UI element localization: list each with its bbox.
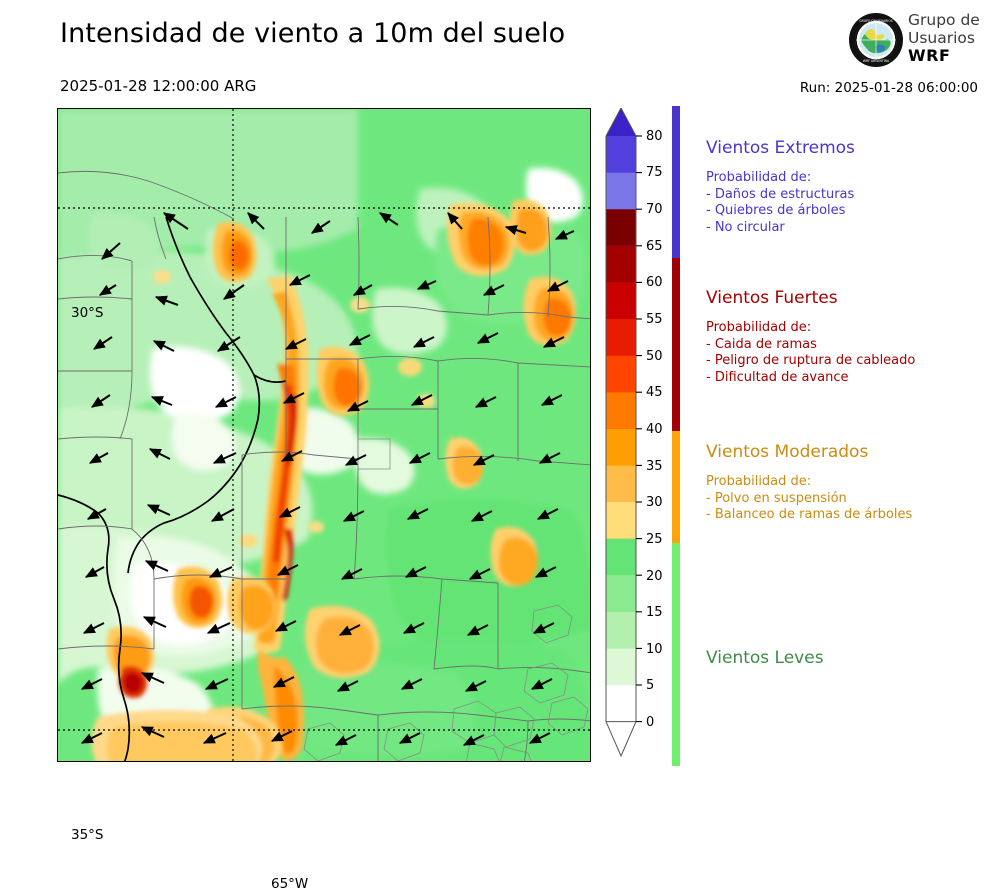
logo: GRUPO DE USUARIOS WRF ARGENTINA Grupo de… bbox=[848, 10, 993, 72]
legend-subtitle-moderados: Probabilidad de: bbox=[706, 474, 912, 491]
legend-bar-fuertes bbox=[672, 258, 680, 431]
wind-speed-heatmap bbox=[58, 109, 591, 762]
colorbar-tick-45: 45 bbox=[646, 385, 663, 400]
lat-label-30s: 30°S bbox=[71, 305, 104, 321]
colorbar-tick-25: 25 bbox=[646, 532, 663, 547]
page-title: Intensidad de viento a 10m del suelo bbox=[60, 18, 565, 49]
colorbar-tick-40: 40 bbox=[646, 422, 663, 437]
lat-label-35s: 35°S bbox=[71, 827, 104, 843]
svg-text:WRF ARGENTINA: WRF ARGENTINA bbox=[863, 59, 890, 63]
legend-item-extremos-2: - Quiebres de árboles bbox=[706, 203, 855, 220]
valid-time-label: 2025-01-28 12:00:00 ARG bbox=[60, 77, 256, 95]
legend-title-fuertes: Vientos Fuertes bbox=[706, 288, 915, 308]
colorbar-tick-80: 80 bbox=[646, 129, 663, 144]
legend-group-leves: Vientos Leves bbox=[706, 648, 824, 668]
model-run-label: Run: 2025-01-28 06:00:00 bbox=[800, 80, 978, 96]
severity-legend: Vientos Extremos Probabilidad de: - Daño… bbox=[672, 106, 992, 766]
legend-item-moderados-2: - Balanceo de ramas de árboles bbox=[706, 507, 912, 524]
legend-subtitle-fuertes: Probabilidad de: bbox=[706, 320, 915, 337]
legend-item-fuertes-3: - Dificultad de avance bbox=[706, 370, 915, 387]
legend-title-leves: Vientos Leves bbox=[706, 648, 824, 668]
legend-bar-extremos bbox=[672, 106, 680, 258]
colorbar-tick-55: 55 bbox=[646, 312, 663, 327]
colorbar-tick-65: 65 bbox=[646, 239, 663, 254]
legend-item-fuertes-2: - Peligro de ruptura de cableado bbox=[706, 353, 915, 370]
colorbar-tick-30: 30 bbox=[646, 495, 663, 510]
legend-item-fuertes-1: - Caida de ramas bbox=[706, 337, 915, 354]
legend-item-extremos-1: - Daños de estructuras bbox=[706, 187, 855, 204]
legend-group-extremos: Vientos Extremos Probabilidad de: - Daño… bbox=[706, 138, 855, 236]
legend-bar-leves bbox=[672, 543, 680, 766]
logo-line-1: Grupo de bbox=[908, 11, 980, 29]
colorbar-tick-60: 60 bbox=[646, 275, 663, 290]
legend-title-moderados: Vientos Moderados bbox=[706, 442, 912, 462]
colorbar-tick-70: 70 bbox=[646, 202, 663, 217]
map-panel: 30°S 35°S 65°W bbox=[57, 108, 591, 762]
colorbar-tick-0: 0 bbox=[646, 715, 654, 730]
colorbar-tick-10: 10 bbox=[646, 642, 663, 657]
logo-line-3: WRF bbox=[908, 47, 980, 65]
weather-map-page: Intensidad de viento a 10m del suelo 202… bbox=[0, 0, 1000, 800]
legend-title-extremos: Vientos Extremos bbox=[706, 138, 855, 158]
legend-bar-moderados bbox=[672, 431, 680, 543]
colorbar-tick-5: 5 bbox=[646, 678, 654, 693]
legend-item-extremos-3: - No circular bbox=[706, 220, 855, 237]
legend-group-fuertes: Vientos Fuertes Probabilidad de: - Caida… bbox=[706, 288, 915, 386]
map-frame[interactable] bbox=[57, 108, 591, 762]
colorbar-tick-75: 75 bbox=[646, 165, 663, 180]
colorbar: 80 75 70 65 60 55 50 45 40 35 30 25 20 1… bbox=[598, 108, 668, 763]
legend-item-moderados-1: - Polvo en suspensión bbox=[706, 491, 912, 508]
logo-line-2: Usuarios bbox=[908, 29, 980, 47]
colorbar-tick-20: 20 bbox=[646, 569, 663, 584]
legend-group-moderados: Vientos Moderados Probabilidad de: - Pol… bbox=[706, 442, 912, 524]
legend-subtitle-extremos: Probabilidad de: bbox=[706, 170, 855, 187]
globe-emblem-icon: GRUPO DE USUARIOS WRF ARGENTINA bbox=[848, 12, 904, 68]
lon-label-65w: 65°W bbox=[271, 876, 308, 892]
colorbar-tick-15: 15 bbox=[646, 605, 663, 620]
colorbar-tick-50: 50 bbox=[646, 349, 663, 364]
colorbar-tick-35: 35 bbox=[646, 459, 663, 474]
